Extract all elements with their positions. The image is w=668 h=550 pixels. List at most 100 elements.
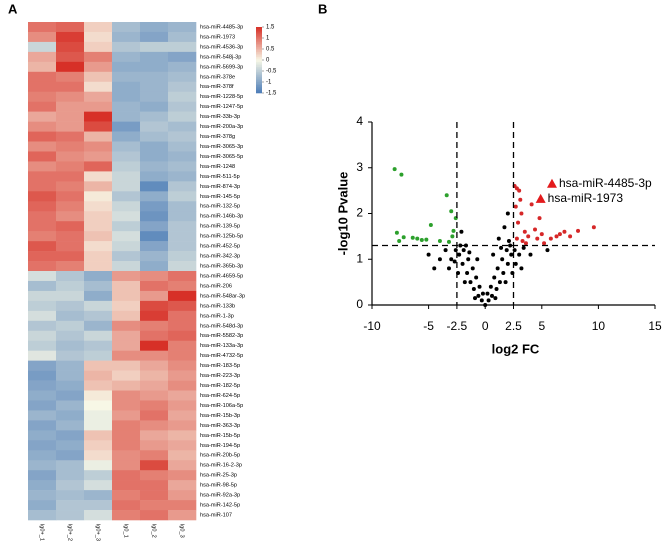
heatmap-cell xyxy=(84,310,113,322)
heatmap-cell xyxy=(140,51,169,63)
colorbar-segment xyxy=(256,40,262,43)
row-label: hsa-miR-4659-5p xyxy=(200,273,243,279)
colorbar-segment xyxy=(256,46,262,49)
heatmap-cell xyxy=(56,201,85,212)
colorbar-segment xyxy=(256,51,262,54)
heatmap-cell xyxy=(28,221,57,232)
colorbar-segment xyxy=(256,30,262,33)
heatmap-cell xyxy=(112,201,141,212)
colorbar-segment xyxy=(256,81,262,84)
heatmap-cell xyxy=(168,91,197,102)
heatmap-cell xyxy=(84,211,113,222)
heatmap-cell xyxy=(112,22,141,33)
point xyxy=(502,225,507,230)
heatmap-cell xyxy=(84,121,113,132)
row-label: hsa-miR-125b-5p xyxy=(200,234,243,240)
heatmap-cell xyxy=(56,81,85,93)
heatmap-cell xyxy=(84,350,113,361)
heatmap-cell xyxy=(84,51,113,63)
heatmap-cell xyxy=(112,161,141,172)
heatmap-cell xyxy=(84,410,113,421)
point xyxy=(513,204,518,209)
heatmap-cell xyxy=(168,440,197,451)
heatmap-cell xyxy=(168,221,197,232)
heatmap-cell xyxy=(56,41,85,53)
heatmap-cell xyxy=(140,261,169,272)
heatmap-cell xyxy=(56,141,85,152)
point xyxy=(471,286,476,291)
heatmap-cell xyxy=(84,151,113,162)
heatmap-cell xyxy=(84,450,113,461)
row-label: hsa-miR-194-5p xyxy=(200,443,240,449)
heatmap-cell xyxy=(56,211,85,222)
heatmap-cell xyxy=(112,360,141,371)
heatmap-cell xyxy=(28,22,57,33)
colorbar-segment xyxy=(256,86,262,89)
heatmap-cell xyxy=(112,400,141,411)
heatmap-cell xyxy=(56,191,85,202)
point xyxy=(399,172,404,177)
heatmap-cell xyxy=(56,330,85,342)
heatmap-cell xyxy=(84,490,113,501)
heatmap-cell xyxy=(112,280,141,292)
heatmap-cell xyxy=(56,121,85,132)
heatmap-cell xyxy=(28,410,57,421)
heatmap-cell xyxy=(168,320,197,332)
colorbar-segment xyxy=(256,45,262,48)
heatmap-cell xyxy=(168,201,197,212)
heatmap-cell xyxy=(84,171,113,182)
colorbar-segment xyxy=(256,28,262,31)
point xyxy=(475,257,480,262)
heatmap-cell xyxy=(84,480,113,491)
x-tick-label: 2.5 xyxy=(505,319,522,333)
heatmap-cell xyxy=(56,151,85,162)
point xyxy=(449,209,454,214)
heatmap-cell xyxy=(168,22,197,33)
row-label: hsa-miR-142-5p xyxy=(200,503,240,509)
heatmap-cell xyxy=(112,480,141,491)
heatmap-cell xyxy=(112,261,141,272)
colorbar-segment xyxy=(256,69,262,72)
heatmap-cell xyxy=(168,390,197,401)
row-label: hsa-miR-5699-3p xyxy=(200,64,243,70)
x-tick-label: -10 xyxy=(363,319,381,333)
panel-label: A xyxy=(8,1,18,16)
heatmap-cell xyxy=(56,460,85,471)
column-label: lg0+_3 xyxy=(95,524,101,541)
point xyxy=(466,257,471,262)
heatmap-cell xyxy=(28,360,57,371)
point xyxy=(415,236,420,241)
point xyxy=(486,298,491,303)
heatmap-cell xyxy=(168,430,197,441)
heatmap-cell xyxy=(168,151,197,162)
heatmap-cell xyxy=(28,141,57,152)
heatmap-cell xyxy=(56,360,85,371)
point xyxy=(535,236,540,241)
heatmap-cell xyxy=(84,161,113,172)
heatmap-cell xyxy=(112,121,141,132)
row-label: hsa-miR-548j-3p xyxy=(200,54,241,60)
point xyxy=(462,280,467,285)
row-label: hsa-miR-548ar-3p xyxy=(200,293,245,299)
colorbar-tick-label: -1 xyxy=(266,80,272,86)
heatmap-cell xyxy=(112,131,141,142)
heatmap-cell xyxy=(168,420,197,431)
heatmap-cell xyxy=(84,430,113,441)
heatmap-cell xyxy=(28,490,57,501)
heatmap-cell xyxy=(56,171,85,182)
heatmap-cell xyxy=(56,390,85,401)
heatmap-cell xyxy=(28,91,57,102)
heatmap-cell xyxy=(28,261,57,272)
point xyxy=(437,257,442,262)
colorbar-segment xyxy=(256,36,262,39)
row-label: hsa-miR-874-3p xyxy=(200,184,240,190)
highlight-marker xyxy=(546,178,557,188)
heatmap-cell xyxy=(140,22,169,33)
heatmap-cell xyxy=(168,31,197,43)
heatmap-cell xyxy=(140,380,169,391)
point xyxy=(450,234,455,239)
point xyxy=(473,296,478,301)
point xyxy=(489,293,494,298)
heatmap-cell xyxy=(28,81,57,93)
